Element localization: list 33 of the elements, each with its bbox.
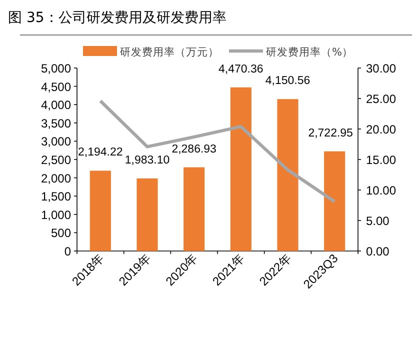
y-tick-label: 1,500 (40, 190, 72, 204)
bar (230, 87, 252, 251)
y2-tick-label: 5.00 (366, 214, 390, 228)
data-label: 2,194.22 (78, 146, 123, 159)
y-tick-label: 4,500 (40, 80, 72, 94)
y-tick-label: 3,000 (40, 134, 72, 149)
data-label: 4,470.36 (218, 63, 264, 76)
y2-tick-label: 30.00 (366, 62, 396, 76)
y-tick-label: 4,000 (40, 98, 72, 112)
y2-tick-label: 0.00 (366, 244, 390, 258)
y2-tick-label: 20.00 (366, 122, 396, 136)
y2-tick-label: 15.00 (366, 153, 396, 167)
bar (277, 99, 298, 251)
y-tick-label: 0 (64, 244, 72, 258)
y2-tick-label: 25.00 (366, 92, 396, 106)
y-tick-label: 2,500 (40, 153, 72, 167)
y-tick-label: 5,000 (40, 62, 72, 76)
data-label: 1,983.10 (124, 154, 170, 166)
y-tick-label: 2,000 (40, 171, 72, 186)
y-tick-label: 1,000 (40, 208, 72, 222)
y-tick-label: 3,500 (40, 116, 72, 130)
bar (90, 170, 111, 251)
legend-label: 研发费用率（万元） (120, 46, 219, 58)
y2-tick-label: 10.00 (366, 184, 396, 198)
y-tick-label: 500 (50, 226, 72, 240)
data-label: 2,286.93 (172, 143, 216, 156)
data-label: 4,150.56 (265, 75, 310, 88)
bar (184, 167, 205, 251)
chart-title: 图 35：公司研发费用及研发费用率 (8, 10, 226, 26)
legend-label: 研发费用率（%） (266, 46, 353, 58)
data-label: 2,722.95 (308, 127, 353, 140)
bar (324, 151, 346, 251)
bar (136, 178, 158, 251)
